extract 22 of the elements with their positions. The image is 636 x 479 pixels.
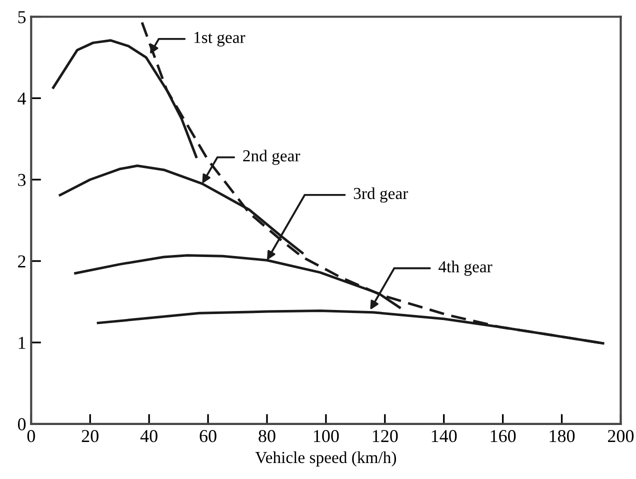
x-tick-label: 0 [27, 430, 35, 442]
x-tick-label: 60 [200, 430, 216, 442]
y-tick-label: 0 [18, 418, 26, 430]
y-tick-label: 3 [18, 174, 26, 186]
x-tick-label: 140 [432, 430, 457, 442]
annotation: 3rd gear [354, 187, 408, 203]
x-tick-label: 20 [82, 430, 98, 442]
x-tick-label: 120 [372, 430, 398, 442]
y-tick-label: 5 [18, 11, 26, 24]
x-tick-label: 80 [258, 430, 276, 442]
annotation: 4th gear [438, 260, 492, 276]
x-tick-label: 100 [314, 430, 339, 442]
x-axis-title: Vehicle speed (km/h) [255, 451, 396, 467]
annotation: 1st gear [194, 32, 246, 46]
x-tick-label: 180 [550, 430, 575, 442]
x-tick-label: 160 [490, 430, 516, 442]
x-tick-label: 200 [608, 430, 634, 442]
y-tick-label: 1 [18, 336, 26, 349]
x-tick-label: 40 [140, 430, 158, 442]
annotation: 2nd gear [243, 150, 300, 165]
y-tick-label: 2 [18, 255, 26, 268]
y-tick-label: 4 [18, 92, 26, 104]
